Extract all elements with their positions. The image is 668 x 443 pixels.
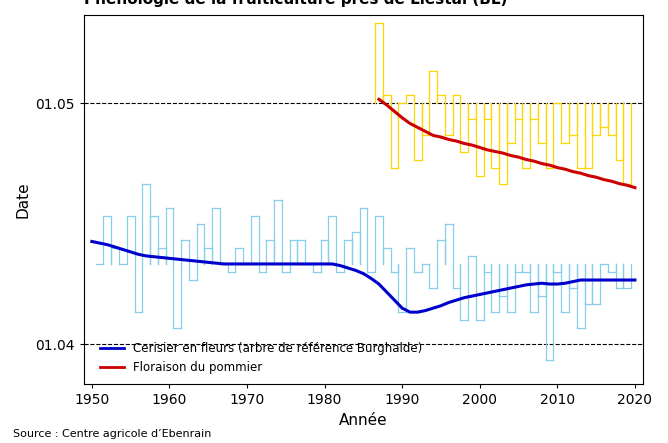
Y-axis label: Date: Date — [15, 181, 30, 218]
X-axis label: Année: Année — [339, 413, 387, 428]
Text: Source : Centre agricole d’Ebenrain: Source : Centre agricole d’Ebenrain — [13, 428, 212, 439]
Text: Phénologie de la fruiticulture près de Liestal (BL): Phénologie de la fruiticulture près de L… — [84, 0, 508, 7]
Legend: Cerisier en fleurs (arbre de référence Burghalde), Floraison du pommier: Cerisier en fleurs (arbre de référence B… — [96, 337, 428, 378]
